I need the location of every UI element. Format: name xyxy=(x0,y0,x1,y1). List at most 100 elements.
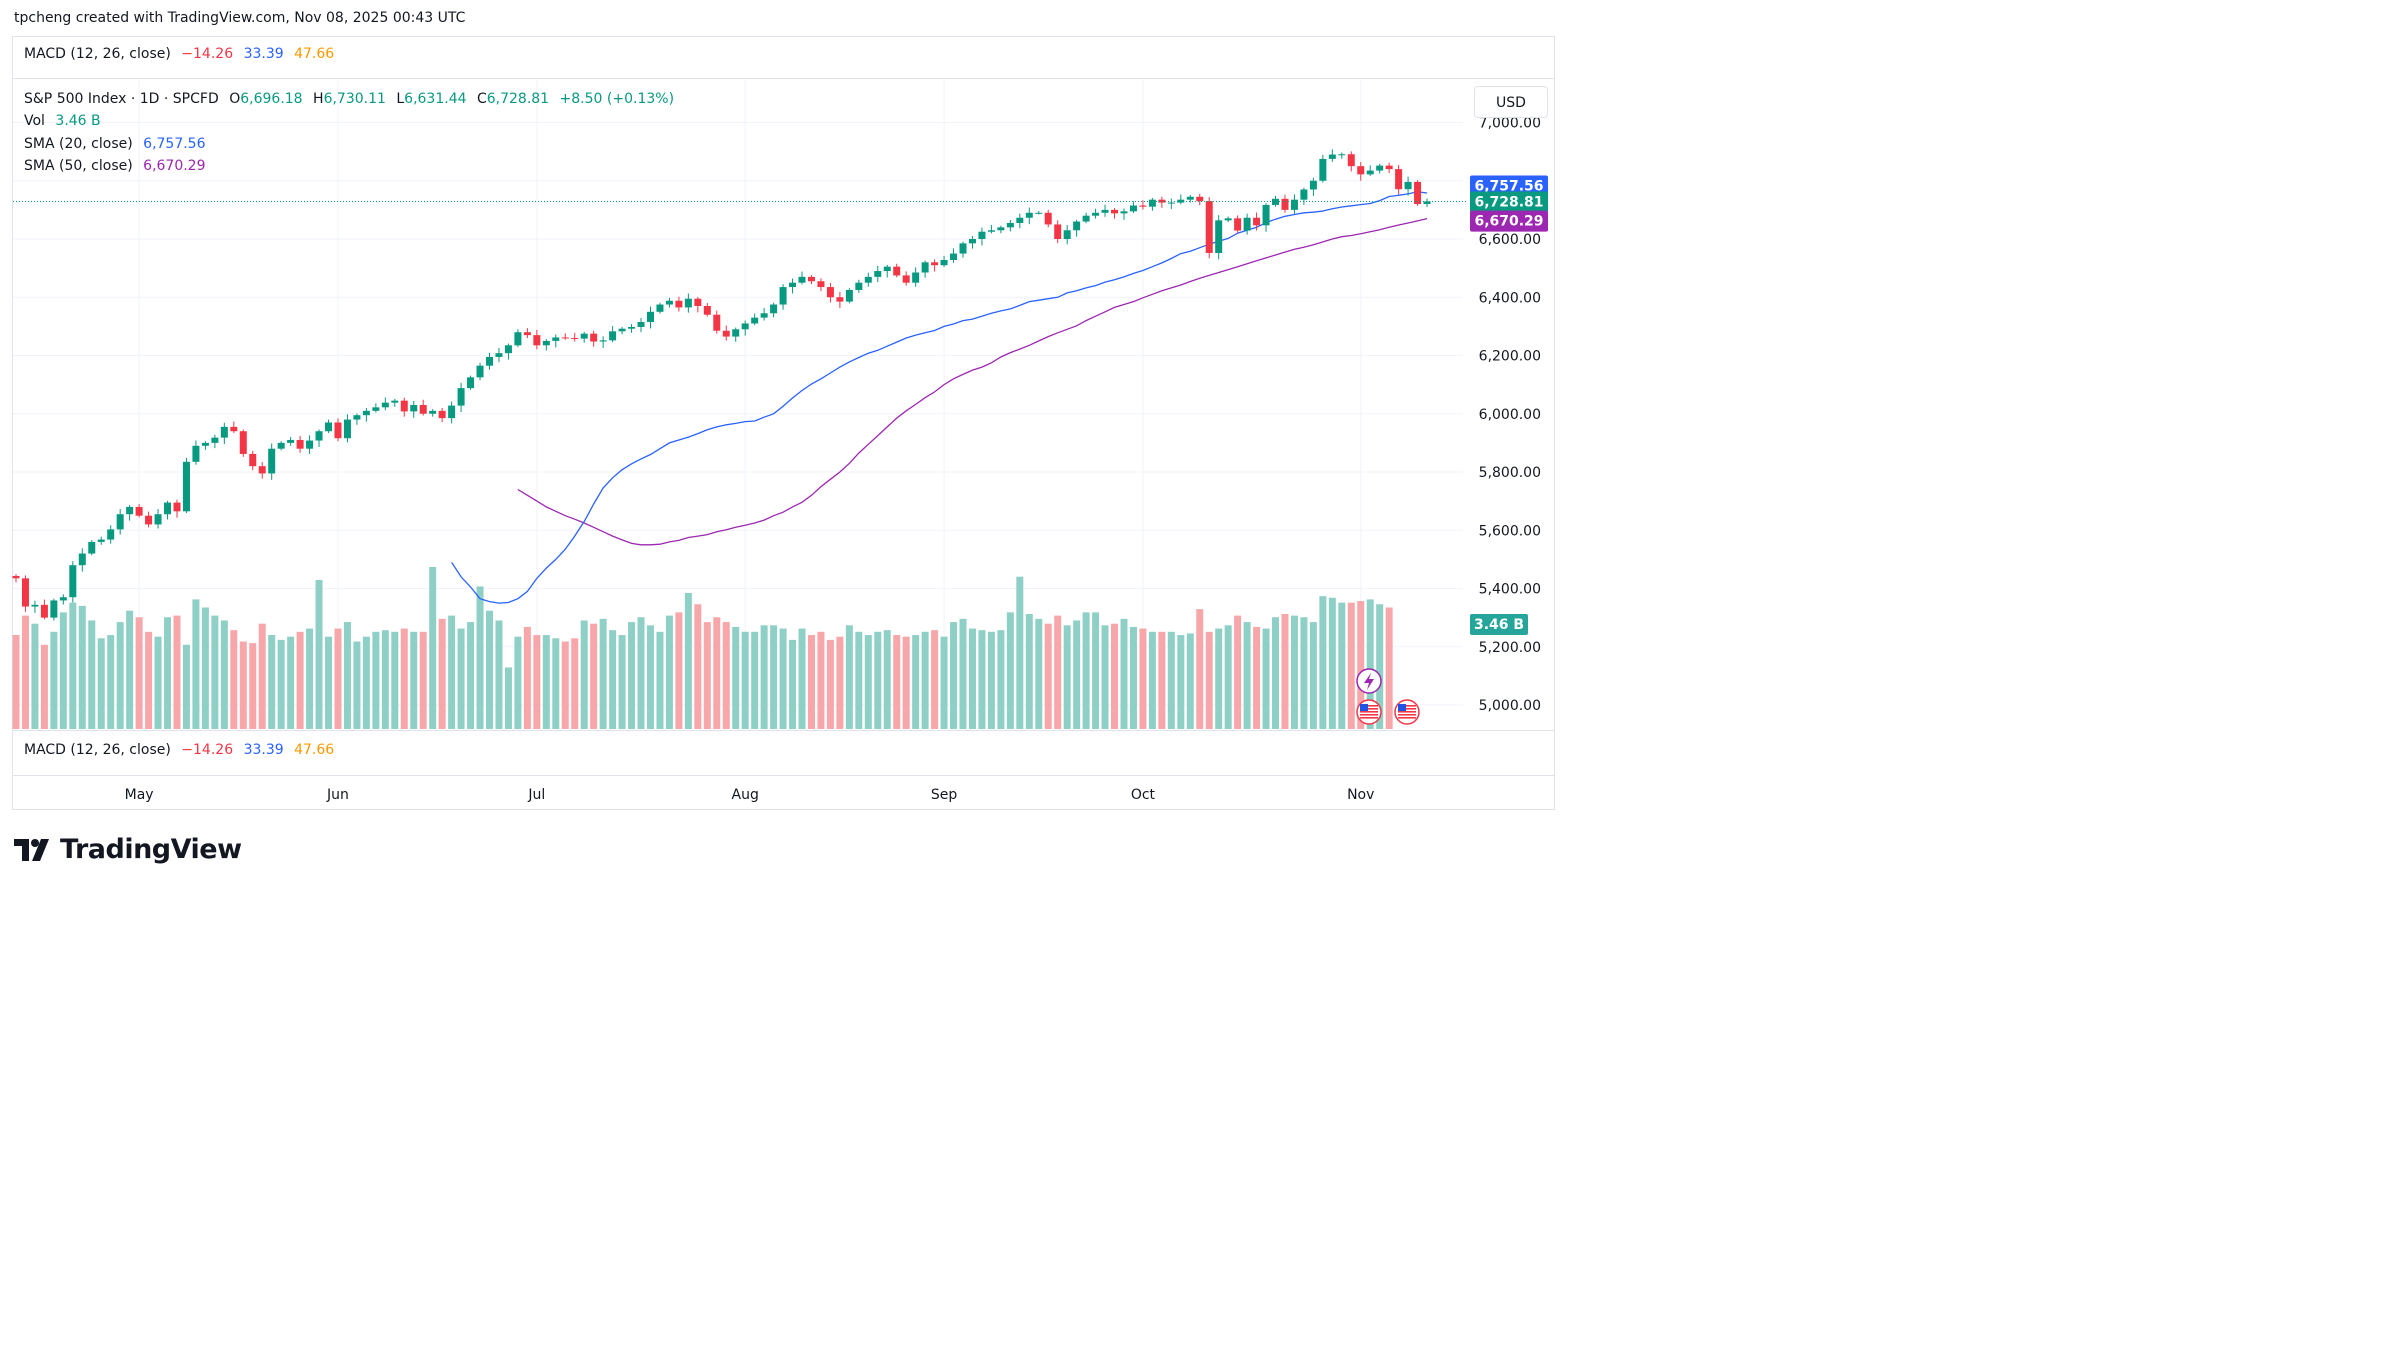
price-tick-label: 7,000.00 xyxy=(1479,116,1541,132)
volume-bar xyxy=(1148,631,1156,729)
candle-body xyxy=(703,305,711,315)
candle-body xyxy=(1111,209,1119,214)
candle-body xyxy=(1404,181,1412,190)
candle-body xyxy=(429,410,437,414)
volume-bar xyxy=(959,618,967,729)
volume-bar xyxy=(1272,617,1280,729)
time-tick-label: May xyxy=(125,787,154,803)
candle-body xyxy=(798,276,806,283)
volume-bar xyxy=(201,607,209,729)
candle-body xyxy=(1082,215,1090,222)
volume-bar xyxy=(343,622,351,729)
candle-body xyxy=(684,298,692,308)
volume-bar xyxy=(741,631,749,729)
time-axis-separator xyxy=(12,775,1555,776)
volume-bar xyxy=(410,631,418,729)
volume-bar xyxy=(883,630,891,729)
candle-body xyxy=(789,282,797,288)
candle-body xyxy=(220,426,228,438)
volume-bar xyxy=(325,636,333,729)
candle-body xyxy=(609,331,617,341)
volume-bar xyxy=(978,630,986,729)
volume-bar xyxy=(590,623,598,729)
candle-body xyxy=(1385,165,1393,170)
currency-button[interactable]: USD xyxy=(1474,86,1548,118)
volume-bar xyxy=(1281,613,1289,729)
volume-bar xyxy=(126,610,134,729)
candle-body xyxy=(1319,158,1327,181)
volume-badge-bg xyxy=(1470,614,1528,635)
volume-bar xyxy=(135,617,143,729)
price-tick-label: 6,000.00 xyxy=(1479,407,1541,423)
low-value: 6,631.44 xyxy=(404,91,467,107)
volume-bar xyxy=(495,620,503,729)
pane-separator xyxy=(12,78,1555,79)
volume-bar xyxy=(88,620,96,729)
symbol-title[interactable]: S&P 500 Index · 1D · SPCFD xyxy=(24,91,219,107)
us-flag-icon-stripe xyxy=(1360,708,1378,710)
close-badge-bg xyxy=(1470,191,1548,213)
volume-bar xyxy=(1300,617,1308,729)
volume-bar xyxy=(561,641,569,729)
sma20-legend: SMA (20, close) 6,757.56 xyxy=(24,136,212,152)
volume-bar xyxy=(182,644,190,729)
candle-body xyxy=(1423,201,1431,205)
volume-bar xyxy=(1319,596,1327,729)
candle-body xyxy=(1196,196,1204,202)
volume-bar xyxy=(713,617,721,729)
macd-value-bottom: −14.26 xyxy=(181,742,234,758)
candle-body xyxy=(1035,212,1043,214)
candle-body xyxy=(618,328,626,332)
volume-legend: Vol 3.46 B xyxy=(24,113,107,129)
volume-bar xyxy=(476,586,484,729)
candle-body xyxy=(372,407,380,411)
volume-bar xyxy=(457,628,465,729)
candle-body xyxy=(902,275,910,283)
price-tick-label: 5,000.00 xyxy=(1479,698,1541,714)
candle-body xyxy=(1129,205,1137,212)
volume-bar xyxy=(732,626,740,729)
volume-bar xyxy=(798,628,806,729)
candle-body xyxy=(306,440,314,449)
volume-bar xyxy=(1167,631,1175,729)
volume-bar xyxy=(334,628,342,729)
candle-body xyxy=(1366,170,1374,175)
time-axis[interactable]: May Jun Jul Aug Sep Oct Nov xyxy=(125,787,1375,803)
candle-body xyxy=(1025,212,1033,218)
volume-bar xyxy=(486,610,493,729)
candle-body xyxy=(845,289,853,302)
candle-body xyxy=(1044,212,1052,225)
sma20-value: 6,757.56 xyxy=(143,136,206,152)
candle-body xyxy=(940,259,948,266)
volume-bar xyxy=(1338,602,1346,729)
close-badge-text: 6,728.81 xyxy=(1474,194,1543,210)
volume-bar xyxy=(628,622,636,729)
high-label: H xyxy=(313,91,324,107)
volume-bar xyxy=(400,628,408,729)
candle-body xyxy=(107,529,115,540)
volume-bar xyxy=(1111,623,1119,729)
volume-bar xyxy=(1073,620,1081,729)
volume-bar xyxy=(826,639,834,729)
candle-body xyxy=(912,272,920,283)
candle-body xyxy=(126,506,134,515)
candle-body xyxy=(135,506,143,516)
tradingview-logo[interactable]: TradingView xyxy=(14,834,242,865)
candle-body xyxy=(694,298,702,306)
candle-body xyxy=(571,338,579,340)
price-chart[interactable]: 7,000.006,800.006,600.006,400.006,200.00… xyxy=(0,0,1568,876)
volume-bar xyxy=(220,620,228,729)
candle-body xyxy=(391,400,399,403)
candle-body xyxy=(855,282,863,290)
event-markers[interactable] xyxy=(1356,668,1420,725)
volume-bar xyxy=(684,592,692,729)
volume-bar xyxy=(315,579,323,729)
volume-bar xyxy=(164,617,172,729)
volume-bar xyxy=(751,631,759,729)
candle-body xyxy=(1243,217,1251,231)
time-tick-label: Jul xyxy=(527,787,545,803)
us-flag-icon-2-canton xyxy=(1398,704,1406,711)
candle-body xyxy=(826,287,834,298)
time-tick-label: Jun xyxy=(326,787,349,803)
volume-bar xyxy=(296,631,304,729)
